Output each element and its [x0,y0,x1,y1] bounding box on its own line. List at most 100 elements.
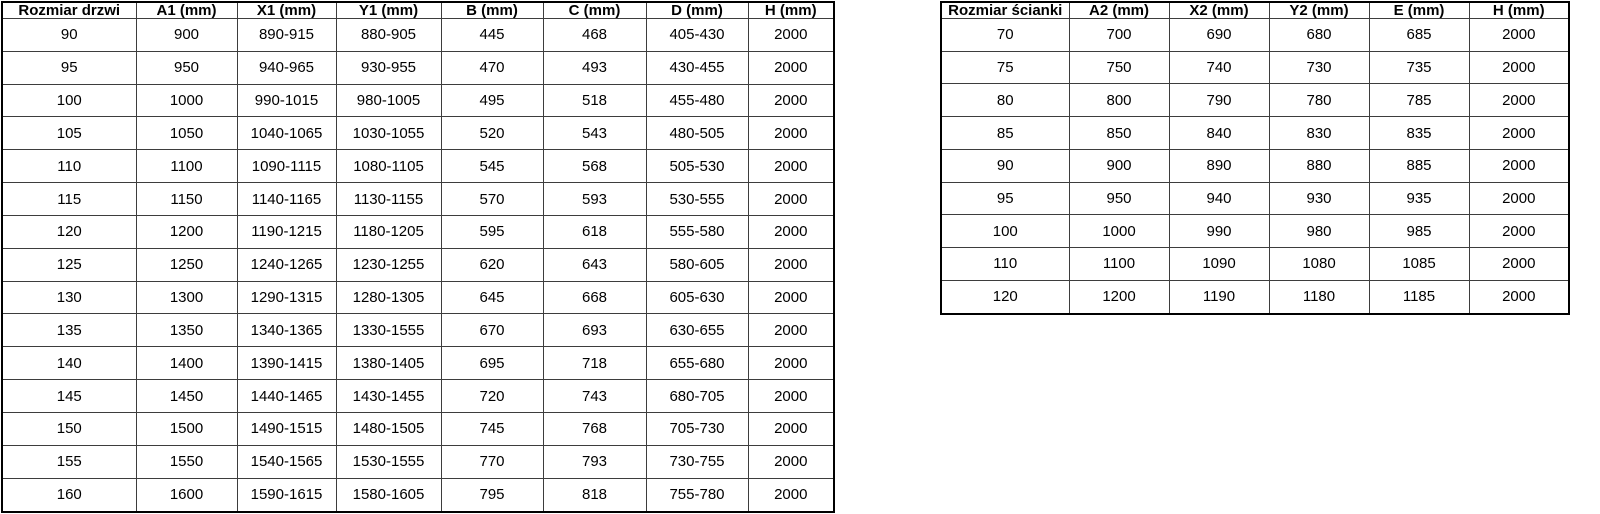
table-cell: 150 [1,411,137,446]
table-cell: 643 [542,247,647,282]
table-cell: 930 [1268,181,1370,216]
table-cell: 1490-1515 [236,411,337,446]
table-cell: 1085 [1368,247,1470,281]
table-cell: 1200 [135,214,238,249]
table-cell: 705-730 [645,411,749,446]
table-cell: 1250 [135,247,238,282]
table-cell: 2000 [1468,214,1570,249]
table-cell: 720 [440,379,544,413]
table-cell: 2000 [1468,279,1570,315]
column-header: H (mm) [1468,1,1570,19]
column-header: A1 (mm) [135,1,238,19]
table-cell: 1190-1215 [236,214,337,249]
table-cell: 2000 [747,247,835,282]
table-cell: 1100 [1068,247,1170,281]
table-row: 90 900 890 880 885 2000 [940,148,1570,183]
table-cell: 680-705 [645,379,749,413]
table-cell: 630-655 [645,313,749,348]
table-cell: 1185 [1368,279,1470,315]
table-cell: 1200 [1068,279,1170,315]
table-cell: 605-630 [645,280,749,315]
table-cell: 2000 [747,280,835,315]
table-cell: 1590-1615 [236,477,337,513]
table-cell: 2000 [747,411,835,446]
table-cell: 670 [440,313,544,348]
table-cell: 1180 [1268,279,1370,315]
table-cell: 645 [440,280,544,315]
table-cell: 800 [1068,83,1170,118]
table-cell: 1190 [1168,279,1270,315]
table-cell: 1430-1455 [335,379,442,413]
table-cell: 693 [542,313,647,348]
table-cell: 785 [1368,83,1470,118]
table-cell: 2000 [1468,148,1570,183]
table-row: 100 1000 990-1015 980-1005 495 518 455-480 2000 [1,83,835,118]
table-cell: 110 [940,247,1070,281]
table-cell: 1280-1305 [335,280,442,315]
wall-sizes-table: Rozmiar ścianki A2 (mm) X2 (mm) Y2 (mm) E (m… [940,1,1570,315]
table-header-row: Rozmiar ścianki A2 (mm) X2 (mm) Y2 (mm) E (m… [940,1,1570,19]
table-cell: 2000 [1468,18,1570,52]
table-cell: 115 [1,182,137,216]
table-cell: 430-455 [645,50,749,85]
table-row: 85 850 840 830 835 2000 [940,116,1570,150]
table-cell: 2000 [747,379,835,413]
table-cell: 980-1005 [335,83,442,118]
column-header: Rozmiar ścianki [940,1,1070,19]
table-cell: 1440-1465 [236,379,337,413]
table-cell: 445 [440,18,544,52]
table-cell: 580-605 [645,247,749,282]
table-cell: 1050 [135,116,238,151]
table-cell: 830 [1268,116,1370,150]
table-row: 115 1150 1140-1165 1130-1155 570 593 530-555 20… [1,182,835,216]
column-header: Rozmiar drzwi [1,1,137,19]
table-cell: 990-1015 [236,83,337,118]
table-row: 135 1350 1340-1365 1330-1555 670 693 630-655 20… [1,313,835,348]
table-cell: 2000 [1468,116,1570,150]
table-cell: 940 [1168,181,1270,216]
table-cell: 2000 [747,116,835,151]
table-cell: 70 [940,18,1070,52]
table-cell: 718 [542,346,647,381]
table-cell: 695 [440,346,544,381]
table-cell: 740 [1168,50,1270,85]
table-cell: 110 [1,149,137,184]
table-cell: 1000 [1068,214,1170,249]
column-header: A2 (mm) [1068,1,1170,19]
table-cell: 2000 [747,149,835,184]
table-cell: 493 [542,50,647,85]
table-cell: 595 [440,214,544,249]
table-cell: 700 [1068,18,1170,52]
table-cell: 620 [440,247,544,282]
table-cell: 145 [1,379,137,413]
table-cell: 1100 [135,149,238,184]
table-cell: 1090-1115 [236,149,337,184]
table-cell: 495 [440,83,544,118]
table-row: 95 950 940-965 930-955 470 493 430-455 2000 [1,50,835,85]
table-cell: 570 [440,182,544,216]
door-sizes-table: Rozmiar drzwi A1 (mm) X1 (mm) Y1 (mm) B (mm)… [1,1,835,513]
table-cell: 690 [1168,18,1270,52]
table-cell: 135 [1,313,137,348]
table-row: 110 1100 1090 1080 1085 2000 [940,247,1570,281]
table-cell: 818 [542,477,647,513]
table-cell: 1180-1205 [335,214,442,249]
table-cell: 555-580 [645,214,749,249]
table-row: 130 1300 1290-1315 1280-1305 645 668 605-630 20… [1,280,835,315]
table-row: 70 700 690 680 685 2000 [940,18,1570,52]
table-cell: 140 [1,346,137,381]
table-cell: 125 [1,247,137,282]
table-row: 120 1200 1190-1215 1180-1205 595 618 555-580 20… [1,214,835,249]
table-cell: 1080 [1268,247,1370,281]
table-cell: 880 [1268,148,1370,183]
table-cell: 1130-1155 [335,182,442,216]
table-cell: 1530-1555 [335,444,442,479]
table-row: 105 1050 1040-1065 1030-1055 520 543 480-505 20… [1,116,835,151]
table-row: 75 750 740 730 735 2000 [940,50,1570,85]
table-cell: 95 [1,50,137,85]
table-cell: 80 [940,83,1070,118]
table-cell: 755-780 [645,477,749,513]
table-cell: 1030-1055 [335,116,442,151]
table-cell: 880-905 [335,18,442,52]
